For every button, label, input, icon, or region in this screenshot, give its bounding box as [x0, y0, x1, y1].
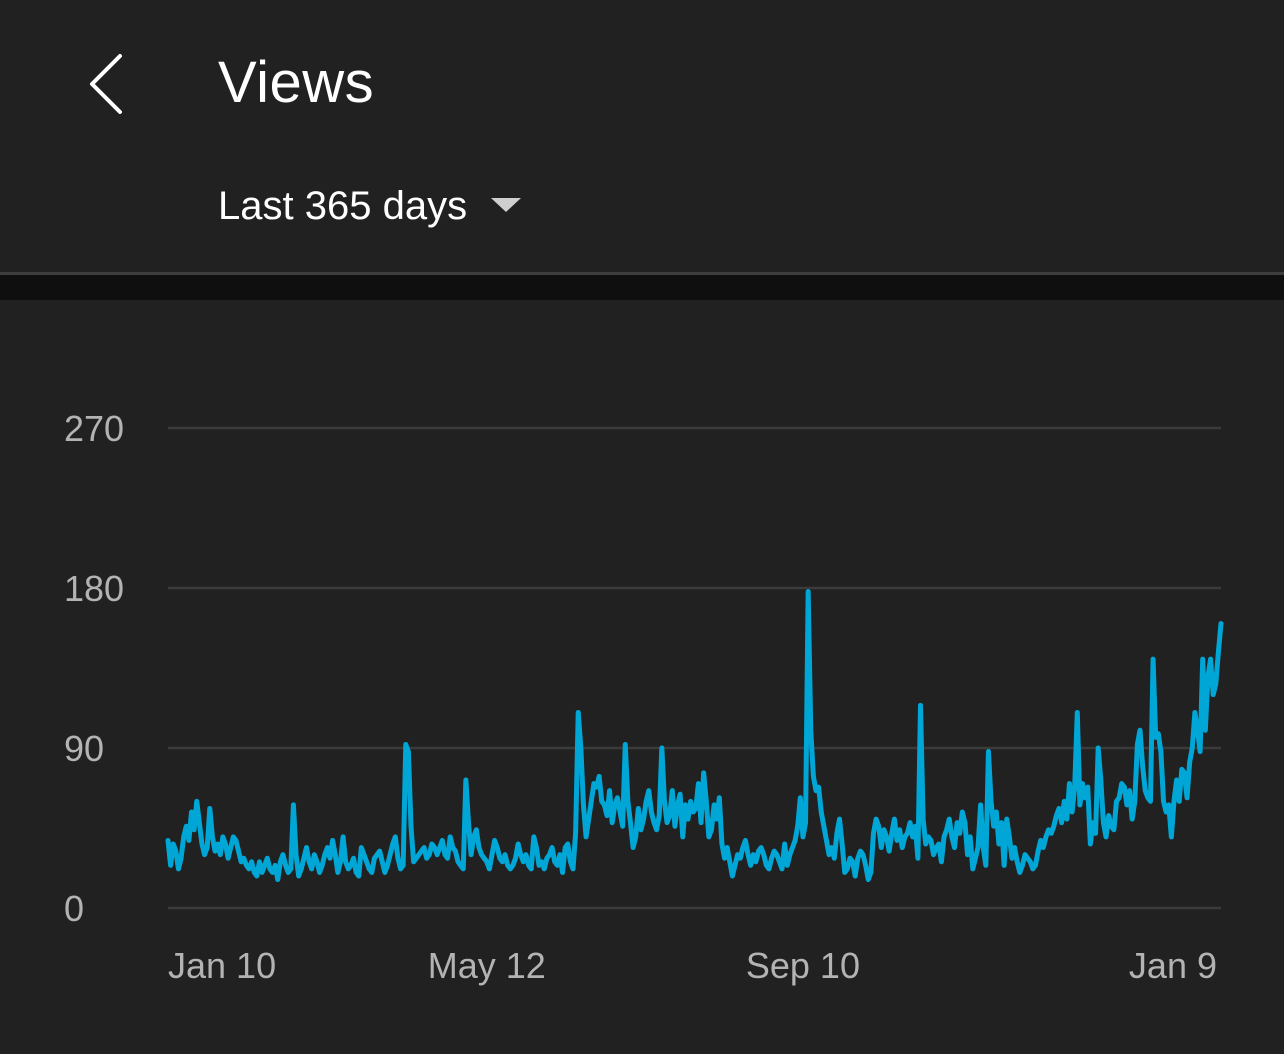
header-divider [0, 272, 1284, 275]
x-tick-label: May 12 [428, 945, 546, 986]
y-tick-label: 270 [64, 408, 124, 449]
caret-down-icon [491, 198, 522, 212]
x-tick-label: Jan 10 [168, 945, 276, 986]
x-tick-label: Jan 9 [1129, 945, 1217, 986]
y-tick-label: 0 [64, 888, 84, 929]
header-bar: Views Last 365 days [0, 0, 1284, 272]
views-chart-area: 0 90 180 270 Jan 10 May 12 Sep 10 Jan 9 [0, 300, 1284, 1054]
back-button[interactable] [70, 40, 150, 130]
date-range-label: Last 365 days [218, 184, 468, 228]
separator-band [0, 275, 1284, 300]
page-title: Views [218, 50, 375, 115]
x-tick-label: Sep 10 [746, 945, 860, 986]
views-line-chart: 0 90 180 270 Jan 10 May 12 Sep 10 Jan 9 [64, 408, 1224, 986]
chevron-left-icon [90, 54, 122, 114]
views-series-line [165, 589, 1224, 883]
date-range-dropdown[interactable]: Last 365 days [218, 180, 522, 232]
y-tick-label: 90 [64, 728, 104, 769]
y-tick-label: 180 [64, 568, 124, 609]
